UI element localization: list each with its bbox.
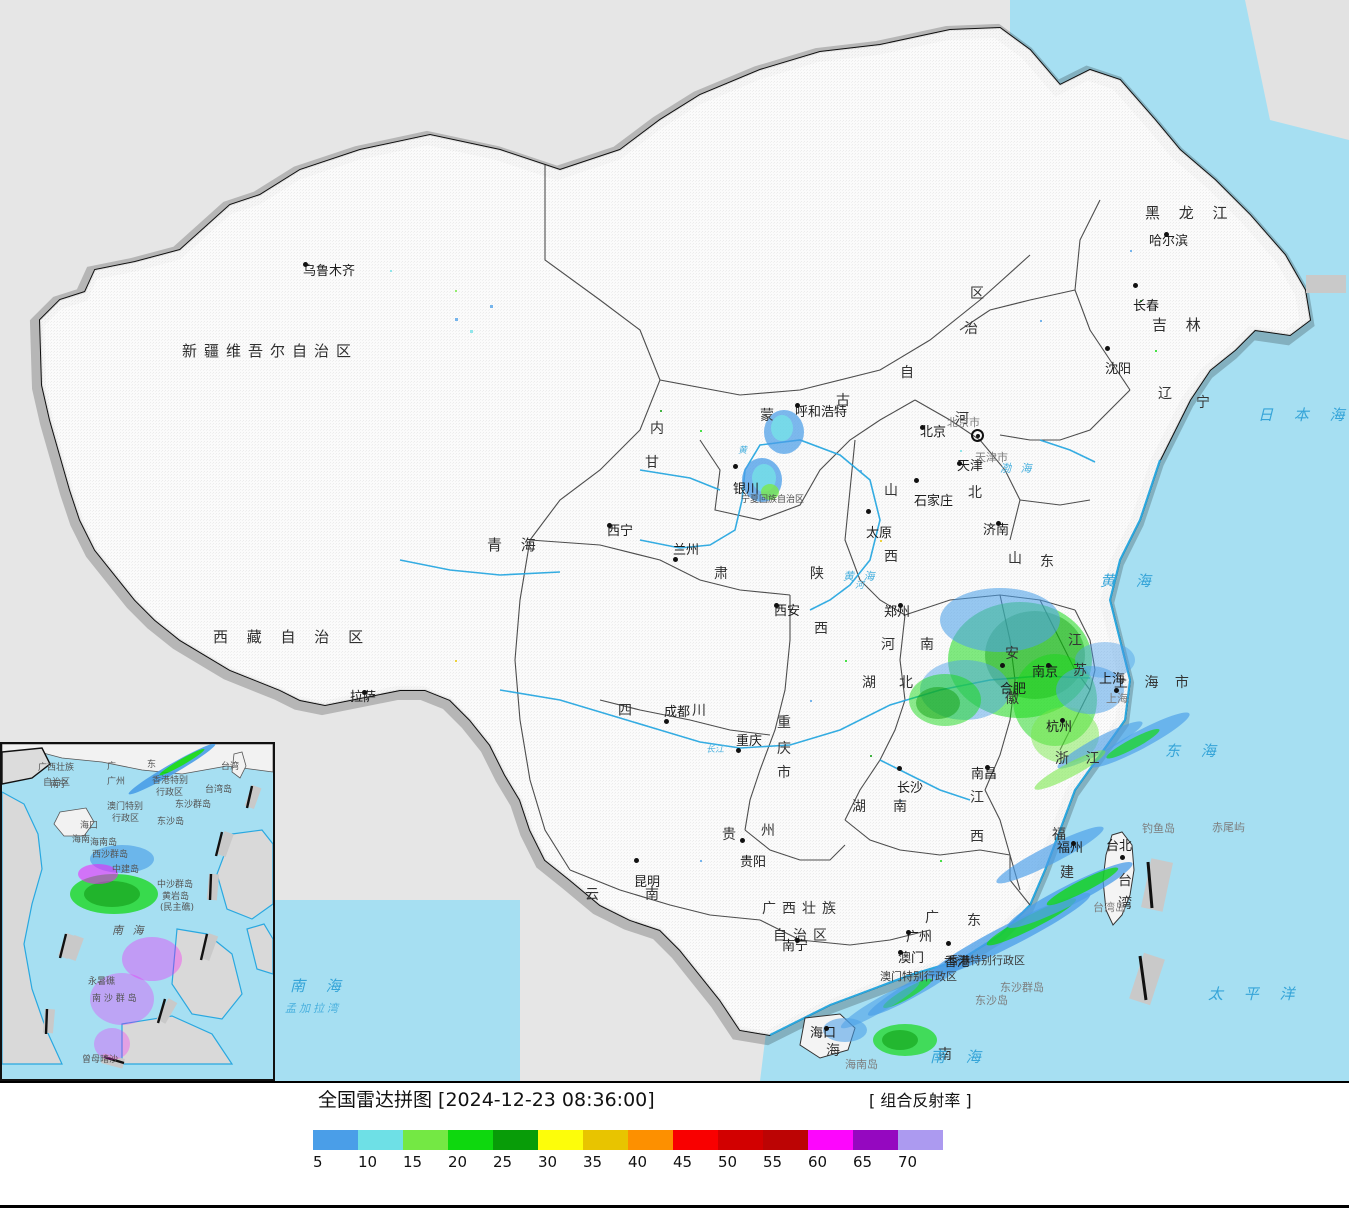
colorbar-tick-10: 10 bbox=[358, 1153, 378, 1171]
city-marker-南京 bbox=[1046, 663, 1051, 668]
radar-map[interactable]: 新疆维吾尔自治区西 藏 自 治 区青 海内蒙古自治区黑 龙 江吉 林辽宁河北山西… bbox=[0, 0, 1349, 1081]
colorbar-swatch-45[interactable] bbox=[673, 1130, 718, 1150]
colorbar-swatch-5[interactable] bbox=[313, 1130, 358, 1150]
legend-mode: [ 组合反射率 ] bbox=[869, 1091, 972, 1110]
colorbar-tick-20: 20 bbox=[448, 1153, 468, 1171]
city-marker-天津 bbox=[957, 461, 962, 466]
colorbar-tick-30: 30 bbox=[538, 1153, 558, 1171]
city-marker-长沙 bbox=[897, 766, 902, 771]
colorbar-tick-5: 5 bbox=[313, 1153, 323, 1171]
city-marker-哈尔滨 bbox=[1164, 232, 1169, 237]
colorbar-swatch-50[interactable] bbox=[718, 1130, 763, 1150]
colorbar-tick-50: 50 bbox=[718, 1153, 738, 1171]
colorbar-swatch-15[interactable] bbox=[403, 1130, 448, 1150]
colorbar-tick-65: 65 bbox=[853, 1153, 873, 1171]
colorbar-swatch-25[interactable] bbox=[493, 1130, 538, 1150]
city-marker-长春 bbox=[1133, 283, 1138, 288]
echo-south-coast bbox=[823, 826, 1133, 1056]
colorbar-tick-45: 45 bbox=[673, 1153, 693, 1171]
city-marker-乌鲁木齐 bbox=[303, 262, 308, 267]
city-marker-成都 bbox=[664, 719, 669, 724]
colorbar-tick-40: 40 bbox=[628, 1153, 648, 1171]
colorbar-swatch-40[interactable] bbox=[628, 1130, 673, 1150]
city-marker-广州 bbox=[906, 930, 911, 935]
echo-east-china bbox=[909, 588, 1190, 790]
city-marker-银川 bbox=[733, 464, 738, 469]
city-marker-台北 bbox=[1120, 855, 1125, 860]
south-china-sea-inset[interactable]: 广西壮族 自治区广东广州 南宁 香港特别 行政区 澳门特别 行政区 台湾 台湾岛 东沙群岛 东沙岛海… bbox=[0, 742, 275, 1081]
colorbar-swatch-70[interactable] bbox=[898, 1130, 943, 1150]
city-marker-南宁 bbox=[795, 938, 800, 943]
colorbar-tick-25: 25 bbox=[493, 1153, 513, 1171]
city-marker-呼和浩特 bbox=[795, 403, 800, 408]
colorbar-swatch-55[interactable] bbox=[763, 1130, 808, 1150]
city-marker-太原 bbox=[866, 509, 871, 514]
echo-ningxia bbox=[742, 410, 804, 502]
colorbar-swatch-20[interactable] bbox=[448, 1130, 493, 1150]
echo-clutter bbox=[390, 250, 1157, 862]
colorbar-swatch-60[interactable] bbox=[808, 1130, 853, 1150]
city-marker-北京 bbox=[920, 425, 925, 430]
city-marker-兰州 bbox=[673, 557, 678, 562]
city-marker-贵阳 bbox=[740, 838, 745, 843]
colorbar-tick-55: 55 bbox=[763, 1153, 783, 1171]
colorbar-tick-15: 15 bbox=[403, 1153, 423, 1171]
city-marker-香港 bbox=[946, 941, 951, 946]
colorbar-tick-60: 60 bbox=[808, 1153, 828, 1171]
city-marker-昆明 bbox=[634, 858, 639, 863]
city-marker-杭州 bbox=[1060, 718, 1065, 723]
colorbar-swatch-30[interactable] bbox=[538, 1130, 583, 1150]
city-marker-郑州 bbox=[898, 603, 903, 608]
legend-title: 全国雷达拼图 [2024-12-23 08:36:00] bbox=[318, 1089, 655, 1111]
city-marker-重庆 bbox=[736, 748, 741, 753]
colorbar-swatch-10[interactable] bbox=[358, 1130, 403, 1150]
colorbar-tick-70: 70 bbox=[898, 1153, 918, 1171]
city-marker-澳门 bbox=[898, 950, 903, 955]
city-marker-西安 bbox=[774, 603, 779, 608]
city-marker-西宁 bbox=[607, 523, 612, 528]
city-marker-拉萨 bbox=[362, 690, 367, 695]
dbz-colorbar[interactable] bbox=[313, 1130, 943, 1150]
city-marker-合肥 bbox=[1000, 663, 1005, 668]
city-marker-沈阳 bbox=[1105, 346, 1110, 351]
city-marker-南昌 bbox=[985, 765, 990, 770]
city-marker-石家庄 bbox=[914, 478, 919, 483]
capital-marker-beijing bbox=[971, 429, 984, 442]
city-marker-上海 bbox=[1114, 688, 1119, 693]
colorbar-swatch-35[interactable] bbox=[583, 1130, 628, 1150]
city-marker-济南 bbox=[996, 521, 1001, 526]
colorbar-tick-35: 35 bbox=[583, 1153, 603, 1171]
legend-panel: 全国雷达拼图 [2024-12-23 08:36:00] [ 组合反射率 ] d… bbox=[0, 1081, 1349, 1208]
city-marker-海口 bbox=[824, 1026, 829, 1031]
colorbar-swatch-65[interactable] bbox=[853, 1130, 898, 1150]
city-marker-福州 bbox=[1071, 841, 1076, 846]
